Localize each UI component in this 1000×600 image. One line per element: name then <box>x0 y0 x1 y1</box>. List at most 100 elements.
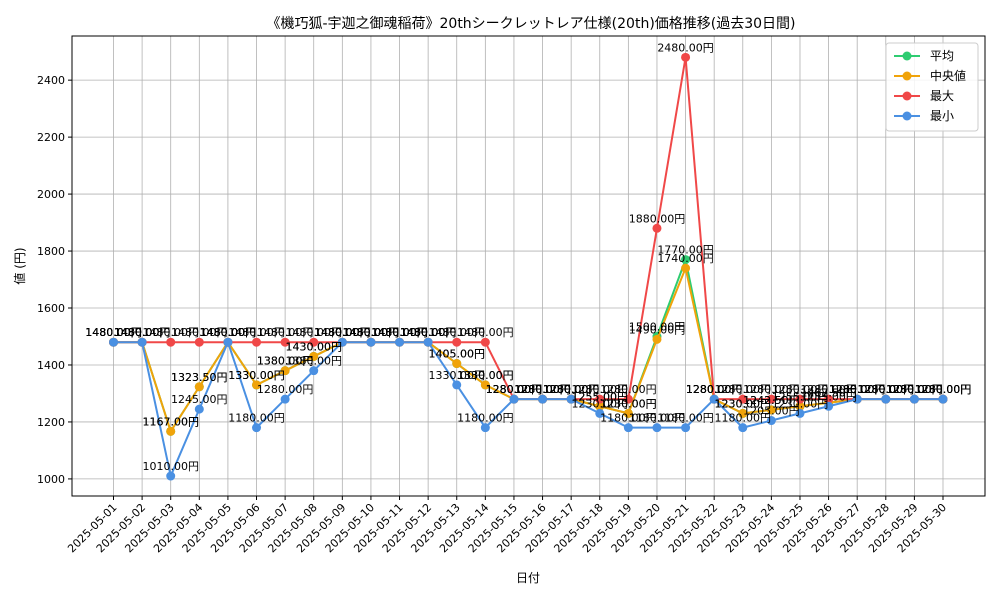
data-label: 1330.00円 <box>457 369 514 382</box>
data-labels: 1480.00円1480.00円1167.00円1323.50円1480.00円… <box>85 41 971 473</box>
data-label: 1280.00円 <box>514 383 571 396</box>
data-point <box>280 337 290 347</box>
data-label: 1280.00円 <box>715 383 772 396</box>
data-label: 1280.00円 <box>829 383 886 396</box>
data-label: 1280.00円 <box>800 383 857 396</box>
data-label: 1230.00円 <box>572 397 629 410</box>
data-point <box>194 337 204 347</box>
series-line <box>113 57 943 401</box>
data-label: 1255.00円 <box>772 390 829 403</box>
data-label: 1280.00円 <box>886 383 943 396</box>
data-label: 1480.00円 <box>114 326 171 339</box>
data-label: 1280.00円 <box>886 383 943 396</box>
data-label: 1480.00円 <box>314 326 371 339</box>
data-point <box>395 337 405 347</box>
data-label: 1480.00円 <box>457 326 514 339</box>
data-point <box>423 337 433 347</box>
data-label: 1280.00円 <box>543 383 600 396</box>
data-label: 1230.00円 <box>600 397 657 410</box>
data-point <box>938 394 948 404</box>
data-point <box>137 337 147 347</box>
series-line <box>113 339 943 480</box>
data-label: 1500.00円 <box>629 320 686 333</box>
data-point <box>452 380 462 390</box>
data-point <box>166 471 176 481</box>
data-label: 1480.00円 <box>314 326 371 339</box>
data-label: 1242.50円 <box>743 394 800 407</box>
data-point <box>595 408 605 418</box>
data-label: 1880.00円 <box>629 212 686 225</box>
data-label: 1323.50円 <box>171 371 228 384</box>
x-axis-label: 日付 <box>516 571 540 585</box>
data-point <box>538 394 548 404</box>
y-tick-label: 1200 <box>37 416 65 429</box>
data-label: 1280.00円 <box>686 383 743 396</box>
grid-lines <box>72 36 985 496</box>
data-point <box>480 337 490 347</box>
data-label: 1230.00円 <box>600 397 657 410</box>
data-label: 1330.00円 <box>428 369 485 382</box>
data-label: 1167.00円 <box>142 415 199 428</box>
data-label: 1280.00円 <box>514 383 571 396</box>
data-label: 1230.00円 <box>715 397 772 410</box>
data-label: 1740.00円 <box>657 252 714 265</box>
legend-item: 最小 <box>894 109 954 123</box>
data-point <box>652 334 662 344</box>
data-label: 1480.00円 <box>400 326 457 339</box>
data-label: 1323.50円 <box>171 371 228 384</box>
data-point <box>623 408 633 418</box>
data-label: 1280.00円 <box>886 383 943 396</box>
y-axis-label: 値 (円) <box>12 247 27 284</box>
data-point <box>766 405 776 415</box>
legend-box <box>885 42 979 132</box>
y-tick-label: 2400 <box>37 74 65 87</box>
data-label: 1280.00円 <box>486 383 543 396</box>
data-label: 1770.00円 <box>657 244 714 257</box>
data-label: 1245.00円 <box>171 393 228 406</box>
data-label: 1242.50円 <box>743 394 800 407</box>
data-label: 1280.00円 <box>858 383 915 396</box>
y-tick-label: 1800 <box>37 245 65 258</box>
data-label: 1405.00円 <box>428 348 485 361</box>
data-label: 1280.00円 <box>858 383 915 396</box>
data-label: 1480.00円 <box>343 326 400 339</box>
data-point <box>681 263 691 273</box>
data-label: 1280.00円 <box>686 383 743 396</box>
data-label: 1480.00円 <box>400 326 457 339</box>
data-label: 1430.00円 <box>285 340 342 353</box>
data-label: 1380.00円 <box>285 355 342 368</box>
data-point <box>681 52 691 62</box>
data-label: 1280.00円 <box>829 383 886 396</box>
data-label: 1280.00円 <box>829 383 886 396</box>
data-label: 1280.00円 <box>858 383 915 396</box>
plot-area <box>71 35 986 497</box>
data-point <box>623 423 633 433</box>
data-point <box>223 337 233 347</box>
data-point <box>709 394 719 404</box>
data-point <box>309 366 319 376</box>
data-point <box>194 382 204 392</box>
data-point <box>280 394 290 404</box>
data-label: 1480.00円 <box>314 326 371 339</box>
data-label: 1010.00円 <box>142 460 199 473</box>
data-label: 1480.00円 <box>85 326 142 339</box>
data-label: 1480.00円 <box>85 326 142 339</box>
data-point <box>852 394 862 404</box>
data-label: 1490.00円 <box>629 323 686 336</box>
data-label: 1480.00円 <box>228 326 285 339</box>
data-point <box>252 423 262 433</box>
y-tick-label: 1600 <box>37 302 65 315</box>
data-point <box>194 404 204 414</box>
data-label: 1280.00円 <box>257 383 314 396</box>
data-label: 2480.00円 <box>657 41 714 54</box>
data-label: 1480.00円 <box>200 326 257 339</box>
data-point <box>366 337 376 347</box>
data-label: 1330.00円 <box>228 369 285 382</box>
data-point <box>681 255 691 265</box>
data-label: 1180.00円 <box>228 412 285 425</box>
legend-item: 平均 <box>894 49 954 63</box>
data-point <box>166 426 176 436</box>
data-label: 1480.00円 <box>85 326 142 339</box>
data-point <box>795 408 805 418</box>
data-label: 1480.00円 <box>114 326 171 339</box>
